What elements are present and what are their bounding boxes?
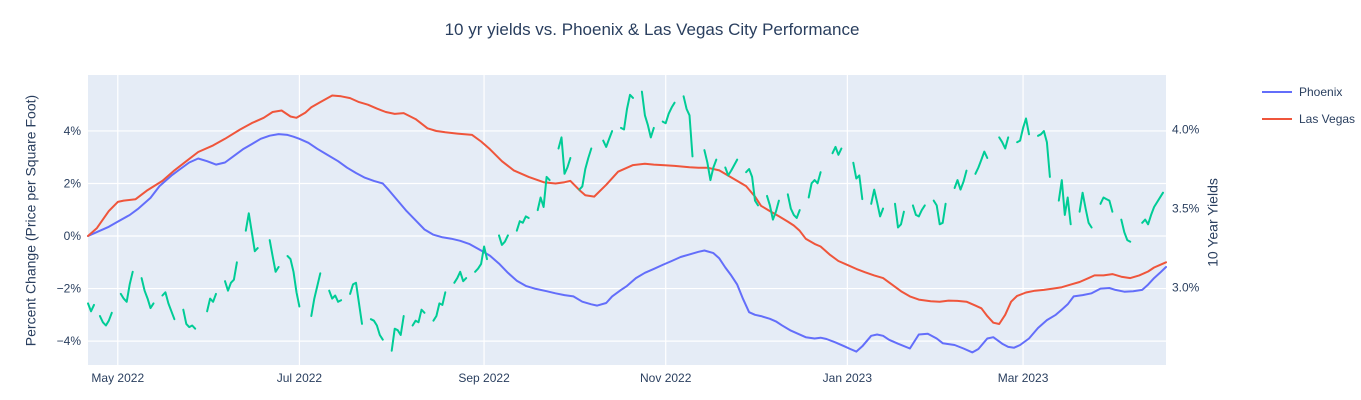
10-year-yields-line-segment[interactable] xyxy=(1099,196,1114,213)
10-year-yields-line-segment[interactable] xyxy=(974,150,989,175)
y-left-tick-label: 4% xyxy=(64,124,82,138)
10-year-yields-line-segment[interactable] xyxy=(536,175,551,212)
y-right-tick-label: 3.0% xyxy=(1172,281,1200,295)
10-year-yields-line-segment[interactable] xyxy=(206,292,217,313)
y-left-tick-label: −4% xyxy=(57,334,82,348)
10-year-yields-line-segment[interactable] xyxy=(286,255,301,308)
10-year-yields-line-segment[interactable] xyxy=(244,212,259,253)
10-year-yields-line-segment[interactable] xyxy=(998,136,1010,150)
10-year-yields-line-segment[interactable] xyxy=(411,308,426,327)
10-year-yields-line-segment[interactable] xyxy=(140,277,155,310)
las-vegas-line-swatch-icon xyxy=(1262,117,1292,120)
plot-background xyxy=(88,75,1166,365)
x-tick-label: Nov 2022 xyxy=(640,371,692,385)
10-year-yields-line-segment[interactable] xyxy=(870,188,885,218)
10-year-yields-line-segment[interactable] xyxy=(119,270,134,303)
y-left-tick-label: −2% xyxy=(57,282,82,296)
10-year-yields-line-segment[interactable] xyxy=(268,239,280,273)
phoenix-line-swatch-icon xyxy=(1262,90,1292,93)
x-tick-label: Jan 2023 xyxy=(823,371,873,385)
10-year-yields-line-segment[interactable] xyxy=(498,234,509,246)
10-year-yields-line-segment[interactable] xyxy=(1057,179,1072,226)
legend-label-las-vegas: Las Vegas xyxy=(1299,111,1356,126)
x-tick-label: Jul 2022 xyxy=(277,371,323,385)
10-year-yields-line-segment[interactable] xyxy=(932,199,947,226)
y-right-tick-label: 4.0% xyxy=(1172,123,1200,137)
las-vegas-line[interactable] xyxy=(87,94,1167,325)
10-year-yields-line-segment[interactable] xyxy=(1120,218,1132,243)
10-year-yields-line-segment[interactable] xyxy=(724,158,739,177)
10-year-yields-line-segment[interactable] xyxy=(661,101,676,125)
10-year-yields-line-segment[interactable] xyxy=(1141,191,1164,226)
10-year-yields-line-segment[interactable] xyxy=(369,318,384,341)
10-year-yields-line-segment[interactable] xyxy=(745,168,759,207)
x-tick-label: Sep 2022 xyxy=(458,371,510,385)
10-year-yields-line-segment[interactable] xyxy=(578,147,593,191)
10-year-yields-line-segment[interactable] xyxy=(1078,191,1093,229)
right-axis-title: 10 Year Yields xyxy=(1204,178,1221,267)
10-year-yields-line-segment[interactable] xyxy=(911,204,926,218)
x-tick-label: Mar 2023 xyxy=(998,371,1049,385)
10-year-yields-line-segment[interactable] xyxy=(620,93,634,131)
x-tick-label: May 2022 xyxy=(91,371,144,385)
chart-title: 10 yr yields vs. Phoenix & Las Vegas Cit… xyxy=(444,20,860,39)
10-year-yields-line-segment[interactable] xyxy=(432,291,447,322)
10-year-yields-line-segment[interactable] xyxy=(349,281,363,325)
10-year-yields-line-segment[interactable] xyxy=(807,171,822,199)
10-year-yields-line-segment[interactable] xyxy=(310,272,322,317)
phoenix-line[interactable] xyxy=(87,133,1167,354)
y-left-tick-label: 0% xyxy=(64,229,82,243)
10-year-yields-line-segment[interactable] xyxy=(224,261,238,292)
10-year-yields-line-segment[interactable] xyxy=(1016,117,1030,144)
legend-label-phoenix: Phoenix xyxy=(1299,84,1343,99)
10-year-yields-line-segment[interactable] xyxy=(515,215,530,232)
legend-item-phoenix[interactable]: Phoenix xyxy=(1262,82,1355,101)
left-axis-title: Percent Change (Price per Square Foot) xyxy=(22,94,39,347)
y-left-tick-label: 2% xyxy=(64,176,82,190)
10-year-yields-line-segment[interactable] xyxy=(182,308,197,330)
10-year-yields-line-segment[interactable] xyxy=(87,302,95,313)
10-year-yields-line-segment[interactable] xyxy=(831,145,843,156)
10-year-yields-line-segment[interactable] xyxy=(1037,130,1051,178)
10-year-yields-line-segment[interactable] xyxy=(766,194,780,221)
10-year-yields-line-segment[interactable] xyxy=(953,169,968,191)
10-year-yields-line-segment[interactable] xyxy=(557,136,572,175)
10-year-yields-line-segment[interactable] xyxy=(894,202,905,229)
10-year-yields-line-segment[interactable] xyxy=(703,149,718,182)
10-year-yields-line-segment[interactable] xyxy=(640,90,655,139)
10-year-yields-line-segment[interactable] xyxy=(161,291,176,321)
10-year-yields-line-segment[interactable] xyxy=(474,245,488,273)
10-year-yields-line-segment[interactable] xyxy=(98,311,113,327)
10-year-yields-line-segment[interactable] xyxy=(390,315,405,352)
10-year-yields-line-segment[interactable] xyxy=(682,95,694,158)
legend: Phoenix Las Vegas xyxy=(1262,82,1355,136)
legend-item-las-vegas[interactable]: Las Vegas xyxy=(1262,109,1355,128)
10-year-yields-line-segment[interactable] xyxy=(328,289,343,303)
10-year-yields-line-segment[interactable] xyxy=(453,270,468,284)
y-right-tick-label: 3.5% xyxy=(1172,202,1200,216)
10-year-yields-line-segment[interactable] xyxy=(852,161,864,201)
10-year-yields-line-segment[interactable] xyxy=(602,130,614,148)
10-year-yields-line-segment[interactable] xyxy=(786,193,801,219)
